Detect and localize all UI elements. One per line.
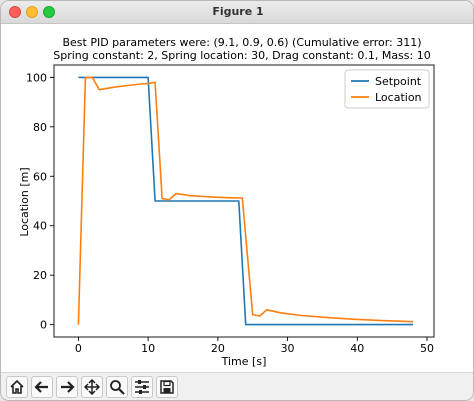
- y-tick-label: 100: [26, 71, 47, 84]
- save-button[interactable]: [156, 376, 178, 398]
- configure-subplots-icon: [135, 380, 149, 394]
- y-tick-label: 60: [33, 170, 47, 183]
- forward-arrow-icon: [61, 381, 75, 393]
- legend-label: Setpoint: [375, 75, 422, 88]
- x-tick-label: 10: [141, 342, 155, 355]
- x-tick-label: 40: [350, 342, 364, 355]
- zoom-icon: [110, 380, 125, 395]
- x-axis-label: Time [s]: [221, 355, 267, 368]
- configure-subplots-button[interactable]: [131, 376, 153, 398]
- zoom-button[interactable]: [106, 376, 128, 398]
- y-tick-label: 80: [33, 121, 47, 134]
- series-line-setpoint: [78, 76, 414, 326]
- home-icon: [10, 379, 24, 394]
- save-icon: [160, 380, 174, 394]
- close-window-button[interactable]: [9, 6, 21, 18]
- legend-box: [344, 69, 430, 109]
- title-bar: Figure 1: [1, 1, 473, 24]
- x-tick-label: 50: [420, 342, 434, 355]
- forward-button[interactable]: [56, 376, 78, 398]
- y-axis-label: Location [m]: [18, 167, 31, 236]
- y-tick-label: 40: [33, 220, 47, 233]
- x-tick-label: 30: [281, 342, 295, 355]
- maximize-window-button[interactable]: [43, 6, 55, 18]
- window-title: Figure 1: [212, 5, 264, 18]
- x-tick-label: 20: [211, 342, 225, 355]
- legend-label: Location: [375, 91, 422, 104]
- y-tick-label: 20: [33, 269, 47, 282]
- chart-title: Best PID parameters were: (9.1, 0.9, 0.6…: [62, 36, 421, 49]
- pan-button[interactable]: [81, 376, 103, 398]
- y-tick-label: 0: [40, 319, 47, 332]
- back-arrow-icon: [34, 381, 48, 393]
- plot-frame: [53, 64, 435, 338]
- line-chart: Best PID parameters were: (9.1, 0.9, 0.6…: [18, 36, 435, 368]
- navigation-toolbar: [1, 372, 473, 400]
- back-button[interactable]: [31, 376, 53, 398]
- home-button[interactable]: [6, 376, 28, 398]
- minimize-window-button[interactable]: [26, 6, 38, 18]
- pan-icon: [84, 379, 100, 395]
- chart-subtitle: Spring constant: 2, Spring location: 30,…: [53, 49, 430, 62]
- figure-canvas: Best PID parameters were: (9.1, 0.9, 0.6…: [1, 24, 473, 372]
- x-tick-label: 0: [75, 342, 82, 355]
- series-line-location: [77, 76, 414, 325]
